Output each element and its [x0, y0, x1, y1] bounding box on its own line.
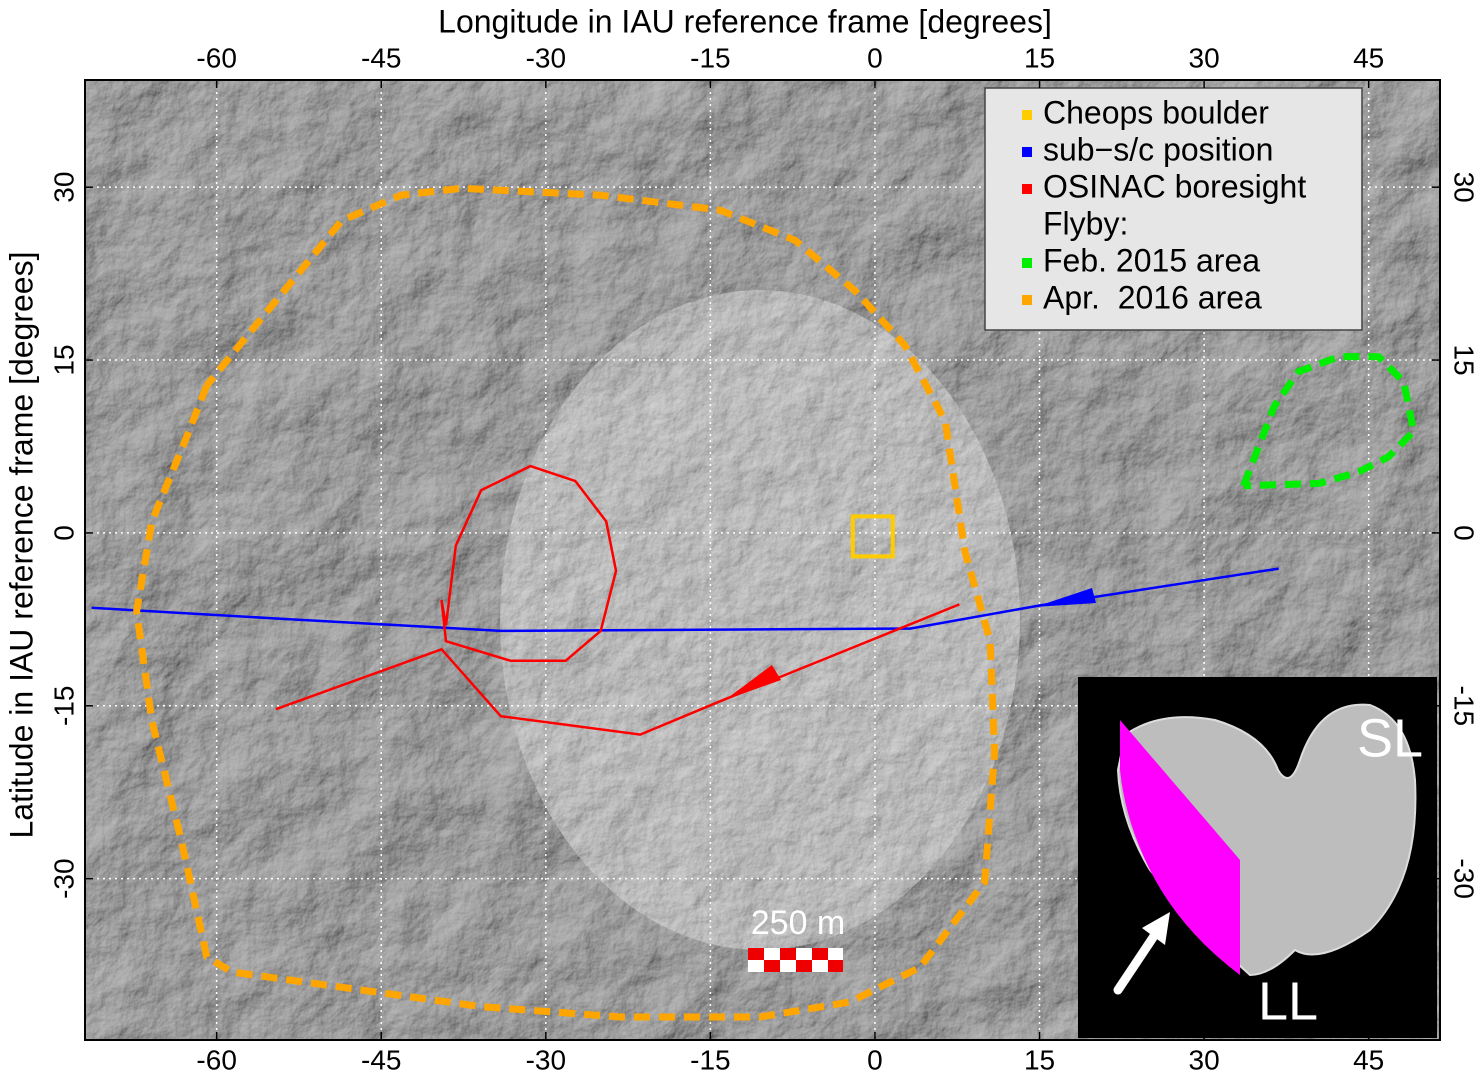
plot-frame	[84, 79, 1441, 1041]
x-tick-label: -60	[196, 42, 236, 73]
inset-label: LL	[1258, 971, 1318, 1031]
inset: SL LL	[1078, 677, 1437, 1038]
highlight-region	[1120, 720, 1240, 975]
scale-bar: 250 m	[748, 904, 845, 972]
x-tick-label: 15	[1024, 1044, 1055, 1075]
cheops-marker	[850, 514, 895, 559]
x-tick-label: 30	[1189, 1044, 1220, 1075]
x-tick-label: -30	[526, 42, 566, 73]
y-tick-label: -30	[48, 858, 79, 898]
y-axis-title: Latitude in IAU reference frame [degrees…	[3, 252, 39, 839]
scale-bar-cell	[828, 960, 843, 972]
x-tick-label: 30	[1189, 42, 1220, 73]
y-tick-label: -15	[48, 686, 79, 726]
scale-bar-cell	[764, 960, 780, 972]
x-tick-label: 45	[1353, 42, 1384, 73]
legend-swatch	[1022, 110, 1032, 120]
inset-label: SL	[1357, 708, 1423, 768]
y-tick-label: -15	[1449, 686, 1480, 726]
x-tick-label: -45	[361, 42, 401, 73]
y-tick-label: 15	[1449, 344, 1480, 375]
y-tick-label: -30	[1449, 858, 1480, 898]
legend-box	[984, 87, 1363, 331]
legend-label: Apr. 2016 area	[1043, 279, 1262, 315]
x-tick-label: 0	[867, 1044, 883, 1075]
area-outline	[1240, 353, 1418, 490]
legend-swatch	[1022, 258, 1032, 268]
axes: -60 -60 -45 -45 -30 -30 -15 -15 0 0 15 15 30 30 45 45 -3…	[48, 42, 1479, 1075]
inset-arrow-head	[1142, 912, 1170, 945]
legend-swatch	[1022, 184, 1032, 194]
legend-swatch	[1022, 147, 1032, 157]
x-tick-label: -45	[361, 1044, 401, 1075]
legend-label: Cheops boulder	[1043, 94, 1269, 130]
legend-heading: Flyby:	[1043, 205, 1128, 241]
legend-swatch	[1022, 295, 1032, 305]
x-tick-label: -60	[196, 1044, 236, 1075]
scale-bar-cell	[780, 948, 796, 960]
x-tick-label: 0	[867, 42, 883, 73]
y-tick-label: 30	[48, 172, 79, 203]
scale-bar-cell	[796, 960, 812, 972]
legend-label: sub−s/c position	[1043, 131, 1273, 167]
x-axis-title: Longitude in IAU reference frame [degree…	[438, 3, 1052, 39]
arrow-head	[725, 665, 781, 700]
inset-arrow	[1113, 925, 1163, 995]
x-tick-label: -15	[690, 42, 730, 73]
y-tick-label: 0	[48, 525, 79, 541]
x-tick-label: -15	[690, 1044, 730, 1075]
scale-bar-cell	[812, 948, 828, 960]
x-tick-label: -30	[526, 1044, 566, 1075]
y-tick-label: 30	[1449, 172, 1480, 203]
area-outline	[133, 184, 999, 1021]
scale-bar-label: 250 m	[751, 904, 846, 942]
terrain-dome	[500, 290, 1020, 950]
y-tick-label: 0	[1449, 525, 1480, 541]
legend-label: OSINAC boresight	[1043, 168, 1306, 204]
scale-bar-cell	[748, 948, 764, 960]
arrow-head	[1035, 588, 1096, 607]
x-tick-label: 45	[1353, 1044, 1384, 1075]
x-tick-label: 15	[1024, 42, 1055, 73]
y-tick-label: 15	[48, 344, 79, 375]
legend-label: Feb. 2015 area	[1043, 242, 1260, 278]
